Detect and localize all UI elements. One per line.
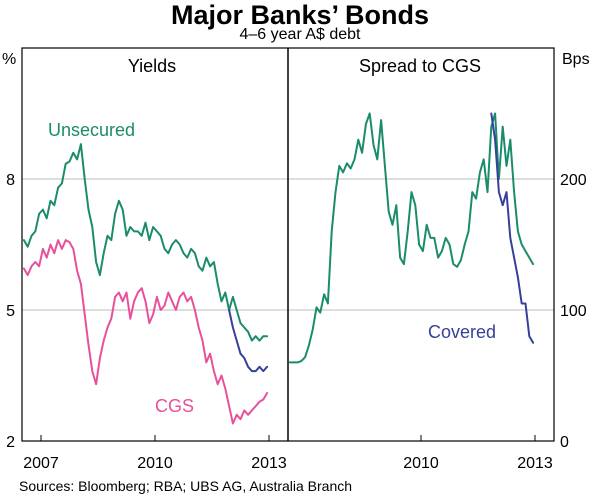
- chart-subtitle: 4–6 year A$ debt: [239, 26, 361, 43]
- series-line-cgs-panel-1: [22, 239, 269, 425]
- series-lines: [22, 112, 535, 425]
- x-tick-label: 2007: [23, 455, 59, 472]
- x-tick-label: 2013: [251, 455, 287, 472]
- y-tick-label: 2: [6, 434, 15, 451]
- left-axis-unit: %: [2, 51, 16, 68]
- series-line-covered-panel-1: [228, 309, 269, 373]
- panel-title-spread: Spread to CGS: [359, 56, 481, 76]
- y-tick-label: 200: [560, 172, 587, 189]
- y-tick-label: 8: [6, 172, 15, 189]
- x-tick-label: 2010: [137, 455, 173, 472]
- y-tick-label: 0: [560, 434, 569, 451]
- source-note: Sources: Bloomberg; RBA; UBS AG, Austral…: [19, 478, 353, 494]
- x-tick-label: 2013: [517, 455, 553, 472]
- series-label-unsecured: Unsecured: [48, 120, 135, 140]
- right-axis-unit: Bps: [562, 51, 590, 68]
- series-line-covered-panel-2: [490, 112, 535, 344]
- series-label-cgs: CGS: [155, 396, 194, 416]
- series-label-covered: Covered: [428, 322, 496, 342]
- chart-text: % Bps Yields Spread to CGS Unsecured CGS…: [2, 51, 590, 472]
- y-tick-label: 5: [6, 303, 15, 320]
- y-tick-label: 100: [560, 303, 587, 320]
- panel-title-yields: Yields: [128, 56, 176, 76]
- chart-title: Major Banks’ Bonds: [170, 0, 430, 30]
- chart-frame: [21, 47, 555, 442]
- series-line-unsecured-panel-1: [22, 143, 269, 342]
- x-tick-label: 2010: [403, 455, 439, 472]
